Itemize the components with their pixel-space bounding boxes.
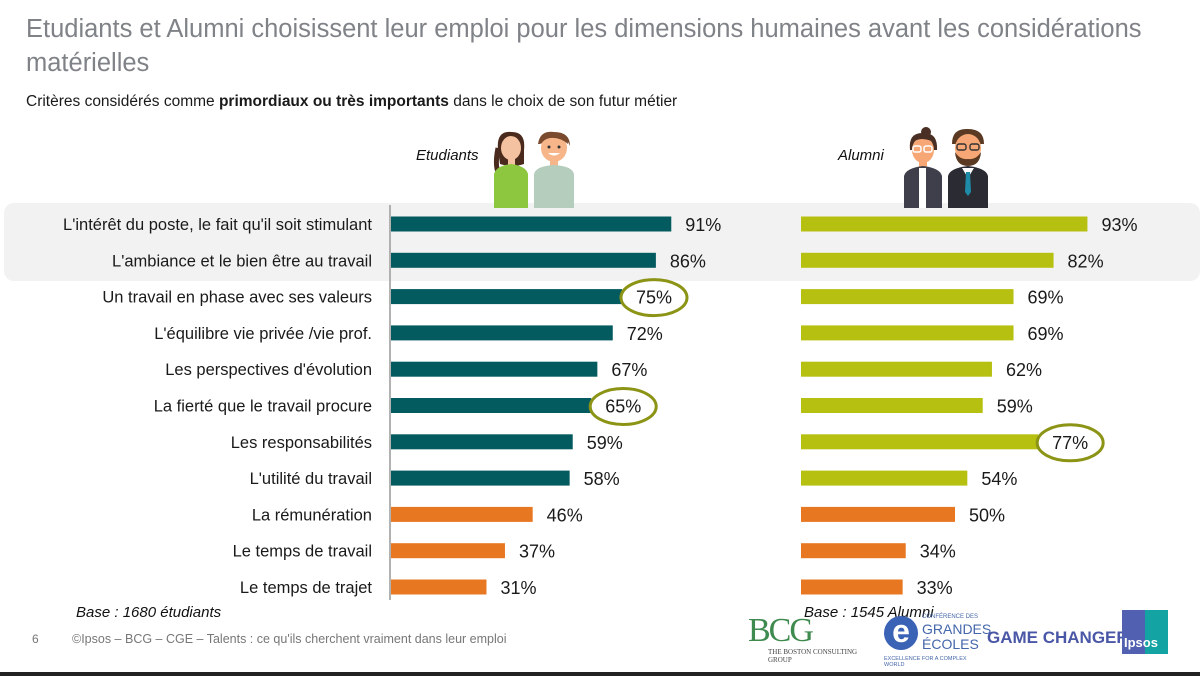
category-label: Le temps de travail — [233, 543, 372, 561]
cge-logo-line1: GRANDES — [922, 621, 992, 637]
students-bar — [391, 216, 672, 232]
category-label: L'utilité du travail — [250, 470, 372, 488]
students-value-label: 46% — [547, 505, 583, 525]
students-value-label: 75% — [636, 288, 672, 308]
ipsos-logo: Ipsos — [1122, 610, 1168, 654]
bcg-logo: BCG THE BOSTON CONSULTING GROUP — [748, 612, 878, 665]
alumni-bar — [801, 398, 983, 413]
cge-logo-small: CONFÉRENCE DES — [922, 614, 979, 620]
students-bar — [391, 543, 505, 559]
male-student-icon — [534, 131, 574, 208]
alumni-bar — [801, 543, 906, 559]
page-title: Etudiants et Alumni choisissent leur emp… — [26, 15, 1142, 77]
students-bar — [391, 289, 622, 305]
alumni-illustration — [904, 127, 988, 208]
category-label: Les perspectives d'évolution — [165, 361, 372, 379]
alumni-value-label: 69% — [1028, 324, 1064, 344]
category-labels: L'intérêt du poste, le fait qu'il soit s… — [63, 216, 372, 597]
highlight-circle — [588, 387, 658, 426]
students-bar — [391, 506, 533, 522]
category-label: Un travail en phase avec ses valeurs — [102, 289, 372, 307]
students-value-label: 31% — [500, 578, 536, 598]
female-student-icon — [493, 131, 528, 208]
students-bar — [391, 361, 598, 377]
students-group-label: Etudiants — [416, 147, 479, 164]
cge-logo-line2: ÉCOLES — [922, 636, 979, 652]
footer-credits: ©Ipsos – BCG – CGE – Talents : ce qu'ils… — [72, 632, 507, 646]
cge-logo-tagline: EXCELLENCE FOR A COMPLEX WORLD — [884, 656, 967, 668]
students-value-label: 86% — [670, 251, 706, 271]
bottom-border — [0, 672, 1200, 676]
page-number: 6 — [32, 632, 39, 646]
alumni-value-label: 82% — [1068, 251, 1104, 271]
alumni-value-label: 69% — [1028, 288, 1064, 308]
students-bar — [391, 252, 656, 268]
students-value-label: 58% — [584, 469, 620, 489]
alumni-bar — [801, 470, 968, 486]
alumni-bar — [801, 252, 1054, 268]
category-label: L'intérêt du poste, le fait qu'il soit s… — [63, 216, 372, 234]
bcg-logo-mark: BCG — [748, 612, 814, 649]
category-label: Les responsabilités — [231, 434, 372, 452]
alumni-value-label: 50% — [969, 505, 1005, 525]
alumni-bar — [801, 361, 992, 377]
female-alumni-icon — [904, 127, 942, 208]
students-illustration — [493, 131, 574, 208]
subtitle-text: Critères considérés comme — [26, 93, 219, 110]
students-value-label: 72% — [627, 324, 663, 344]
bcg-logo-subtitle: THE BOSTON CONSULTING GROUP — [768, 648, 858, 664]
alumni-value-label: 54% — [981, 469, 1017, 489]
alumni-bar — [801, 325, 1014, 341]
alumni-value-label: 59% — [997, 397, 1033, 417]
category-label: La rémunération — [252, 506, 372, 524]
students-bar — [391, 398, 592, 413]
students-value-label: 91% — [685, 215, 721, 235]
students-value-label: 67% — [611, 360, 647, 380]
category-label: L'équilibre vie privée /vie prof. — [154, 325, 372, 343]
alumni-value-label: 62% — [1006, 360, 1042, 380]
students-value-label: 59% — [587, 433, 623, 453]
alumni-bar — [801, 216, 1088, 232]
alumni-bar — [801, 289, 1014, 305]
alumni-value-label: 77% — [1052, 433, 1088, 453]
alumni-value-label: 93% — [1101, 215, 1137, 235]
male-alumni-icon — [948, 128, 988, 208]
alumni-bar — [801, 434, 1039, 450]
students-bar — [391, 434, 573, 450]
category-label: Le temps de trajet — [240, 579, 372, 597]
category-label: L'ambiance et le bien être au travail — [112, 252, 372, 270]
cge-e-icon: e — [884, 615, 918, 650]
subtitle-text-end: dans le choix de son futur métier — [448, 93, 678, 110]
students-base-note: Base : 1680 étudiants — [76, 604, 222, 621]
subtitle-emphasis: primordiaux ou très importants — [218, 93, 449, 110]
ipsos-logo-text: Ipsos — [1124, 635, 1158, 650]
alumni-value-label: 33% — [917, 578, 953, 598]
alumni-group-label: Alumni — [838, 147, 884, 164]
students-bar — [391, 325, 613, 341]
students-value-label: 37% — [519, 542, 555, 562]
category-label: La fierté que le travail procure — [154, 398, 372, 416]
top-criteria-highlight — [4, 203, 1200, 281]
alumni-bar — [801, 506, 955, 522]
cge-logo: e CONFÉRENCE DES GRANDES ÉCOLES EXCELLEN… — [884, 612, 991, 668]
students-value-label: 65% — [605, 397, 641, 417]
students-bar — [391, 470, 570, 486]
students-bar — [391, 579, 487, 595]
students-bars: 91% 86% 75% 72% 67% 65% 59% 58%46% 37% 31% — [391, 215, 721, 598]
alumni-bar — [801, 579, 903, 595]
alumni-value-label: 34% — [920, 542, 956, 562]
game-changers-logo: GAME CHANGERS — [987, 628, 1141, 647]
chart-subtitle: Critères considérés comme primordiaux ou… — [26, 93, 677, 111]
highlight-circle — [1035, 423, 1105, 463]
highlight-circle — [619, 278, 689, 318]
alumni-bars: 93%82%69%69%62%59%77%54%50%34%33% — [801, 215, 1137, 598]
